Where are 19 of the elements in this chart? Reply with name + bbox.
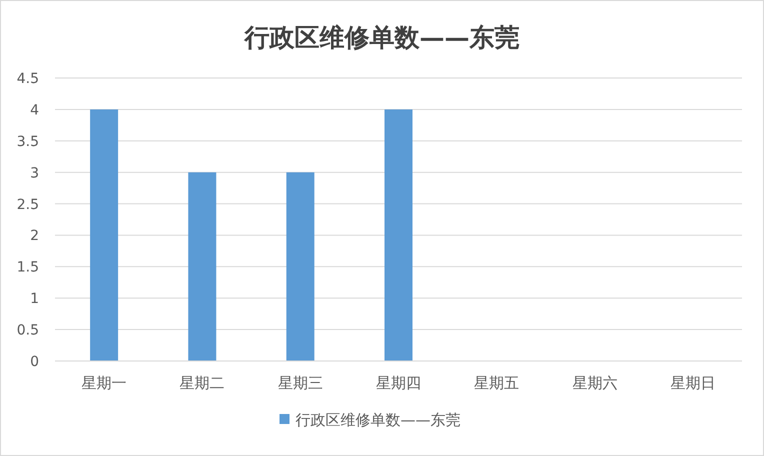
y-tick-label: 1.5 — [16, 260, 39, 276]
legend-label: 行政区维修单数——东莞 — [296, 411, 460, 429]
chart-title: 行政区维修单数——东莞 — [244, 23, 520, 52]
x-tick-label: 星期二 — [180, 374, 225, 392]
y-tick-label: 2.5 — [16, 196, 39, 213]
x-tick-label: 星期一 — [82, 374, 127, 392]
x-tick-label: 星期六 — [572, 374, 618, 392]
y-tick-label: 0 — [30, 354, 39, 370]
x-tick-label: 星期四 — [376, 374, 421, 392]
y-tick-label: 4.5 — [16, 71, 39, 87]
y-tick-label: 3.5 — [16, 134, 39, 150]
y-tick-label: 0.5 — [16, 322, 39, 339]
y-tick-label: 1 — [30, 291, 39, 308]
x-tick-label: 星期三 — [278, 374, 323, 392]
y-tick-label: 2 — [30, 228, 39, 244]
y-tick-label: 4 — [30, 102, 40, 118]
x-tick-label: 星期五 — [474, 374, 520, 392]
y-tick-label: 3 — [30, 165, 39, 182]
x-tick-label: 星期日 — [670, 374, 716, 392]
